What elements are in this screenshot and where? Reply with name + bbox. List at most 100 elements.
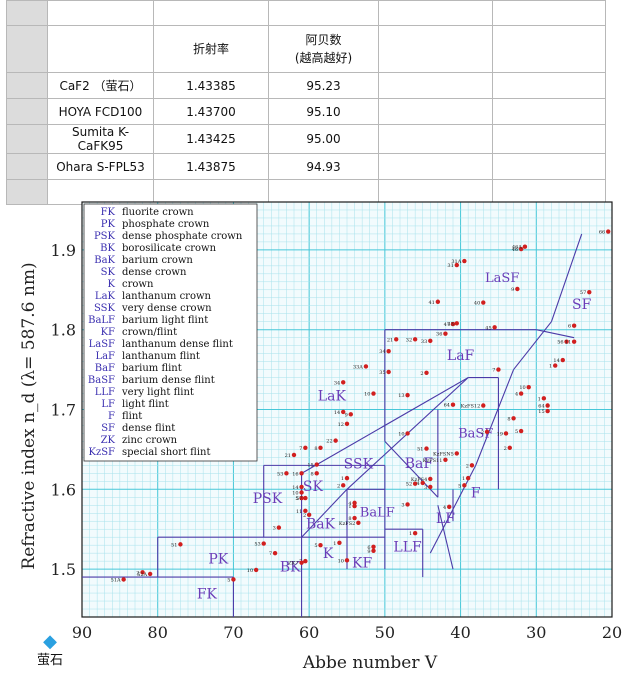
- glass-point: [424, 370, 429, 375]
- glass-point-label: 5: [515, 429, 518, 435]
- abbe-number-cell: 95.10: [268, 98, 379, 125]
- glass-point: [291, 452, 297, 458]
- glass-point-label: 2: [420, 371, 423, 377]
- legend-code: PSK: [94, 231, 116, 242]
- legend-code: KF: [101, 327, 115, 338]
- glass-point-label: 10: [292, 491, 298, 497]
- glass-point: [147, 571, 153, 577]
- glass-point-label: 47: [444, 322, 450, 328]
- glass-point: [587, 289, 592, 295]
- glass-point-label: 53: [254, 542, 260, 548]
- glass-point-label: 41: [428, 300, 434, 306]
- glass-point: [515, 286, 520, 292]
- legend-code: LF: [101, 399, 115, 410]
- glass-point-label: 7: [492, 368, 495, 374]
- glass-point: [314, 462, 319, 467]
- glass-point-label: 4: [348, 501, 351, 507]
- glass-point-label: ZK7: [288, 561, 298, 567]
- abbe-header-text: 阿贝数 (越高越好): [294, 33, 353, 65]
- glass-point: [518, 246, 524, 252]
- legend-name: special short flint: [122, 447, 211, 458]
- region-label-k: K: [323, 546, 334, 562]
- x-axis-ticks: 90 80 70 60 50 40 30 20: [72, 623, 622, 642]
- glass-point-label: 45: [485, 325, 491, 331]
- glass-point-label: 21: [387, 337, 393, 343]
- glass-point-label: 56: [557, 340, 563, 346]
- legend-name: barium dense flint: [122, 375, 215, 386]
- region-boundary-line: [536, 329, 575, 339]
- glass-point: [348, 412, 353, 417]
- region-boundary-line: [513, 321, 552, 370]
- glass-point-label: 46: [512, 247, 518, 253]
- glass-point: [454, 451, 459, 456]
- glass-point: [341, 380, 346, 385]
- region-label-baf: BaF: [405, 456, 434, 472]
- legend-code: PK: [101, 219, 116, 230]
- legend-name: crown: [122, 279, 154, 290]
- glass-point: [405, 392, 410, 398]
- glass-point: [356, 520, 361, 526]
- glass-point-label: 1: [348, 504, 351, 510]
- glass-point-label: 21: [285, 453, 291, 459]
- glass-point-label: 4: [515, 392, 518, 398]
- region-boundary-line: [550, 233, 583, 322]
- legend-code: LaK: [95, 291, 116, 302]
- refractive-index-cell: 1.43875: [153, 153, 269, 180]
- glass-point: [454, 321, 459, 326]
- region-label-sk: SK: [303, 479, 324, 495]
- fluorite-marker-icon: ◆: [43, 631, 57, 652]
- glass-point: [306, 512, 312, 518]
- region-label-balf: BaLF: [360, 505, 395, 520]
- glass-point-label: 52: [406, 482, 412, 488]
- glass-point-label: 1: [549, 364, 552, 370]
- glass-point: [314, 471, 319, 476]
- glass-point-label: 2: [303, 513, 306, 519]
- glass-region-labels: LaSF SF LaF LaK BaSF SSK BaF SK PSK BaLF F BaK LF LLF…: [197, 271, 592, 603]
- glass-point: [337, 540, 342, 545]
- glass-point-label: 1: [341, 476, 344, 482]
- glass-point: [333, 438, 338, 443]
- region-label-lak: LaK: [318, 389, 347, 405]
- glass-point: [405, 502, 410, 507]
- legend-name: barium flint: [122, 363, 182, 374]
- region-label-f: F: [471, 485, 481, 501]
- glass-point-label: 14: [292, 485, 298, 491]
- glass-point: [443, 457, 448, 462]
- refractive-index-cell: 1.43385: [153, 72, 269, 99]
- region-label-bak: BaK: [306, 516, 336, 532]
- glass-point: [303, 558, 308, 564]
- y-axis-ticks: 1.5 1.6 1.7 1.8 1.9: [51, 241, 76, 579]
- glass-point-label: KzFS4: [411, 477, 427, 483]
- glass-point-label: 9: [345, 412, 348, 418]
- glass-name-cell: CaF2 （萤石）: [47, 72, 154, 99]
- glass-point: [299, 484, 304, 490]
- y-tick-label: 1.9: [51, 241, 76, 260]
- table-row: CaF2 （萤石） 1.43385 95.23: [6, 72, 606, 99]
- glass-point-label: 2: [337, 483, 340, 489]
- legend-code: LLF: [95, 387, 115, 398]
- y-tick-label: 1.6: [51, 480, 76, 499]
- glass-name-cell: Ohara S-FPL53: [47, 153, 154, 180]
- legend-name: dense flint: [122, 423, 175, 434]
- glass-point-label: 2: [481, 430, 484, 436]
- glass-point-label: 36: [436, 332, 442, 338]
- header-cell: [378, 25, 493, 73]
- glass-point-label: KzFSN5: [433, 451, 454, 457]
- glass-point-label: 2: [466, 463, 469, 469]
- glass-point: [371, 544, 376, 549]
- glass-point: [454, 262, 459, 268]
- legend-code: ZK: [101, 435, 116, 446]
- glass-point-label: 5: [295, 496, 298, 502]
- glass-point: [371, 548, 376, 553]
- glass-point: [253, 567, 259, 573]
- glass-point-label: 3: [401, 502, 404, 508]
- table-row: Ohara S-FPL53 1.43875 94.93: [6, 153, 606, 180]
- glass-point-label: 6: [568, 324, 571, 330]
- legend-code: BaSF: [88, 375, 115, 386]
- legend-name: very dense crown: [121, 303, 212, 314]
- glass-point-label: 8: [348, 516, 351, 522]
- region-label-laf: LaF: [447, 348, 475, 364]
- glass-point: [447, 504, 452, 510]
